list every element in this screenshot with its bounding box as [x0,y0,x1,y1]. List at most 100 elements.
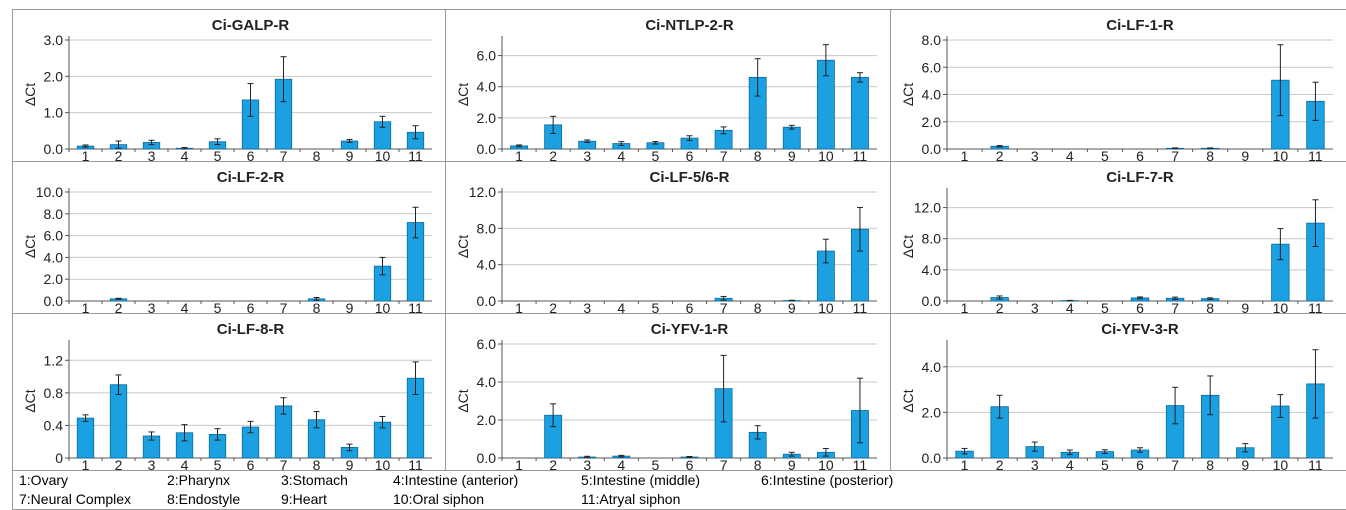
x-tick-label: 2 [115,300,123,314]
x-tick-label: 3 [583,457,591,471]
x-tick-label: 2 [115,457,123,471]
x-tick-label: 7 [1171,457,1179,471]
y-tick-label: 6.0 [477,48,497,64]
bar-chart: Ci-LF-2-R ΔCt 0.0 2.0 4.0 6.0 8.0 10.0 1 2 3 4 5 6 7 8 9… [22,169,432,314]
bar-chart: Ci-YFV-3-R ΔCt 0.0 2.0 4.0 1 2 3 4 5 6 7 8 9 10 11 [900,321,1333,471]
x-tick-label: 7 [280,148,288,162]
x-tick-label: 9 [1241,300,1249,314]
x-tick-label: 1 [961,148,969,162]
x-tick-label: 9 [346,457,354,471]
y-tick-label: 0.0 [922,141,942,157]
x-tick-label: 10 [375,148,391,162]
x-tick-label: 5 [1101,300,1109,314]
x-tick-label: 11 [1308,148,1323,162]
y-tick-label: 0.4 [44,417,64,433]
x-tick-label: 5 [652,457,660,471]
x-tick-label: 9 [788,300,796,314]
x-tick-label: 6 [247,148,255,162]
x-tick-label: 8 [1206,300,1214,314]
chart-panel: Ci-LF-7-R ΔCt 0.0 4.0 8.0 12.0 1 2 3 4 5 6 7 8 9 10 11 [891,162,1346,314]
chart-title: Ci-LF-7-R [1106,169,1174,186]
y-axis-label: ΔCt [22,235,38,258]
x-tick-label: 11 [853,300,868,314]
legend-item: 1:Ovary [19,472,69,488]
x-tick-label: 5 [214,457,222,471]
y-tick-label: 6.0 [44,228,64,244]
x-tick-label: 3 [1031,148,1039,162]
x-tick-label: 4 [1066,300,1074,314]
bar-chart: Ci-LF-8-R ΔCt 0 0.4 0.8 1.2 1 2 3 4 5 6 7 8 9 10 11 [22,321,432,471]
x-tick-label: 11 [853,457,868,471]
x-tick-label: 9 [788,457,796,471]
x-tick-label: 1 [515,148,523,162]
x-tick-label: 11 [408,148,423,162]
x-tick-label: 11 [1308,300,1323,314]
x-tick-label: 7 [280,457,288,471]
y-tick-label: 8.0 [922,32,942,48]
chart-title: Ci-NTLP-2-R [645,17,733,34]
y-tick-label: 0.0 [922,293,942,309]
bar [782,126,801,150]
x-tick-label: 4 [181,148,189,162]
y-axis-label: ΔCt [900,235,916,258]
x-tick-label: 6 [1136,300,1144,314]
chart-panel: Ci-YFV-3-R ΔCt 0.0 2.0 4.0 1 2 3 4 5 6 7 8 9 10 11 [891,314,1346,471]
chart-panel: Ci-YFV-1-R ΔCt 0.0 2.0 4.0 6.0 1 2 3 4 5 6 7 8 9 10 11 [446,314,891,471]
bar-chart: Ci-LF-7-R ΔCt 0.0 4.0 8.0 12.0 1 2 3 4 5 6 7 8 9 10 11 [900,169,1333,314]
bar-chart: Ci-GALP-R ΔCt 0.0 1.0 2.0 3.0 1 2 3 4 5 6 7 8 9 10 11 [22,17,432,162]
x-tick-label: 6 [247,457,255,471]
x-tick-label: 5 [1101,457,1109,471]
y-axis-label: ΔCt [22,389,38,412]
x-tick-label: 8 [754,148,762,162]
x-tick-label: 2 [549,300,557,314]
x-tick-label: 1 [515,457,523,471]
legend-item: 7:Neural Complex [19,491,132,507]
x-tick-label: 5 [214,300,222,314]
y-tick-label: 2.0 [477,110,497,126]
chart-panel: Ci-LF-2-R ΔCt 0.0 2.0 4.0 6.0 8.0 10.0 1 2 3 4 5 6 7 8 9… [13,162,446,314]
x-tick-label: 10 [375,457,391,471]
x-tick-label: 2 [996,148,1004,162]
y-tick-label: 0.0 [44,141,64,157]
y-tick-label: 12.0 [914,200,941,216]
y-tick-label: 0.0 [477,141,497,157]
x-tick-label: 11 [1308,457,1323,471]
x-tick-label: 7 [720,148,728,162]
x-tick-label: 4 [617,300,625,314]
bar [851,76,869,150]
x-tick-label: 9 [788,148,796,162]
x-tick-label: 5 [214,148,222,162]
x-tick-label: 2 [996,300,1004,314]
legend-item: 2:Pharynx [167,472,231,488]
bar-chart: Ci-LF-1-R ΔCt 0.0 2.0 4.0 6.0 8.0 1 2 3 4 5 6 7 8 9 10 11 [900,17,1333,162]
y-tick-label: 2.0 [922,114,942,130]
x-tick-label: 5 [652,148,660,162]
x-tick-label: 10 [818,300,834,314]
legend-item: 4:Intestine (anterior) [393,472,519,488]
x-tick-label: 11 [408,300,423,314]
y-tick-label: 2.0 [922,404,942,420]
x-tick-label: 4 [1066,457,1074,471]
x-tick-label: 5 [1101,148,1109,162]
y-tick-label: 0.0 [922,450,942,466]
x-tick-label: 4 [617,457,625,471]
y-tick-label: 4.0 [44,249,64,265]
legend-item: 9:Heart [281,491,327,507]
legend-item: 10:Oral siphon [393,491,485,507]
x-tick-label: 10 [1273,457,1289,471]
x-tick-label: 8 [313,148,321,162]
bar [76,417,95,459]
x-tick-label: 9 [346,148,354,162]
x-tick-label: 4 [617,148,625,162]
x-tick-label: 8 [1206,457,1214,471]
chart-title: Ci-YFV-1-R [651,321,729,338]
y-axis-label: ΔCt [455,389,471,412]
y-tick-label: 3.0 [44,32,64,48]
chart-panel: Ci-LF-5/6-R ΔCt 0.0 4.0 8.0 12.0 1 2 3 4 5 6 7 8 9 10 11 [446,162,891,314]
x-tick-label: 1 [961,300,969,314]
y-axis-label: ΔCt [455,235,471,258]
x-tick-label: 3 [583,148,591,162]
x-tick-label: 10 [1273,148,1289,162]
x-tick-label: 10 [818,457,834,471]
chart-panel: Ci-NTLP-2-R ΔCt 0.0 2.0 4.0 6.0 1 2 3 4 5 6 7 8 9 10 11 [446,10,891,162]
